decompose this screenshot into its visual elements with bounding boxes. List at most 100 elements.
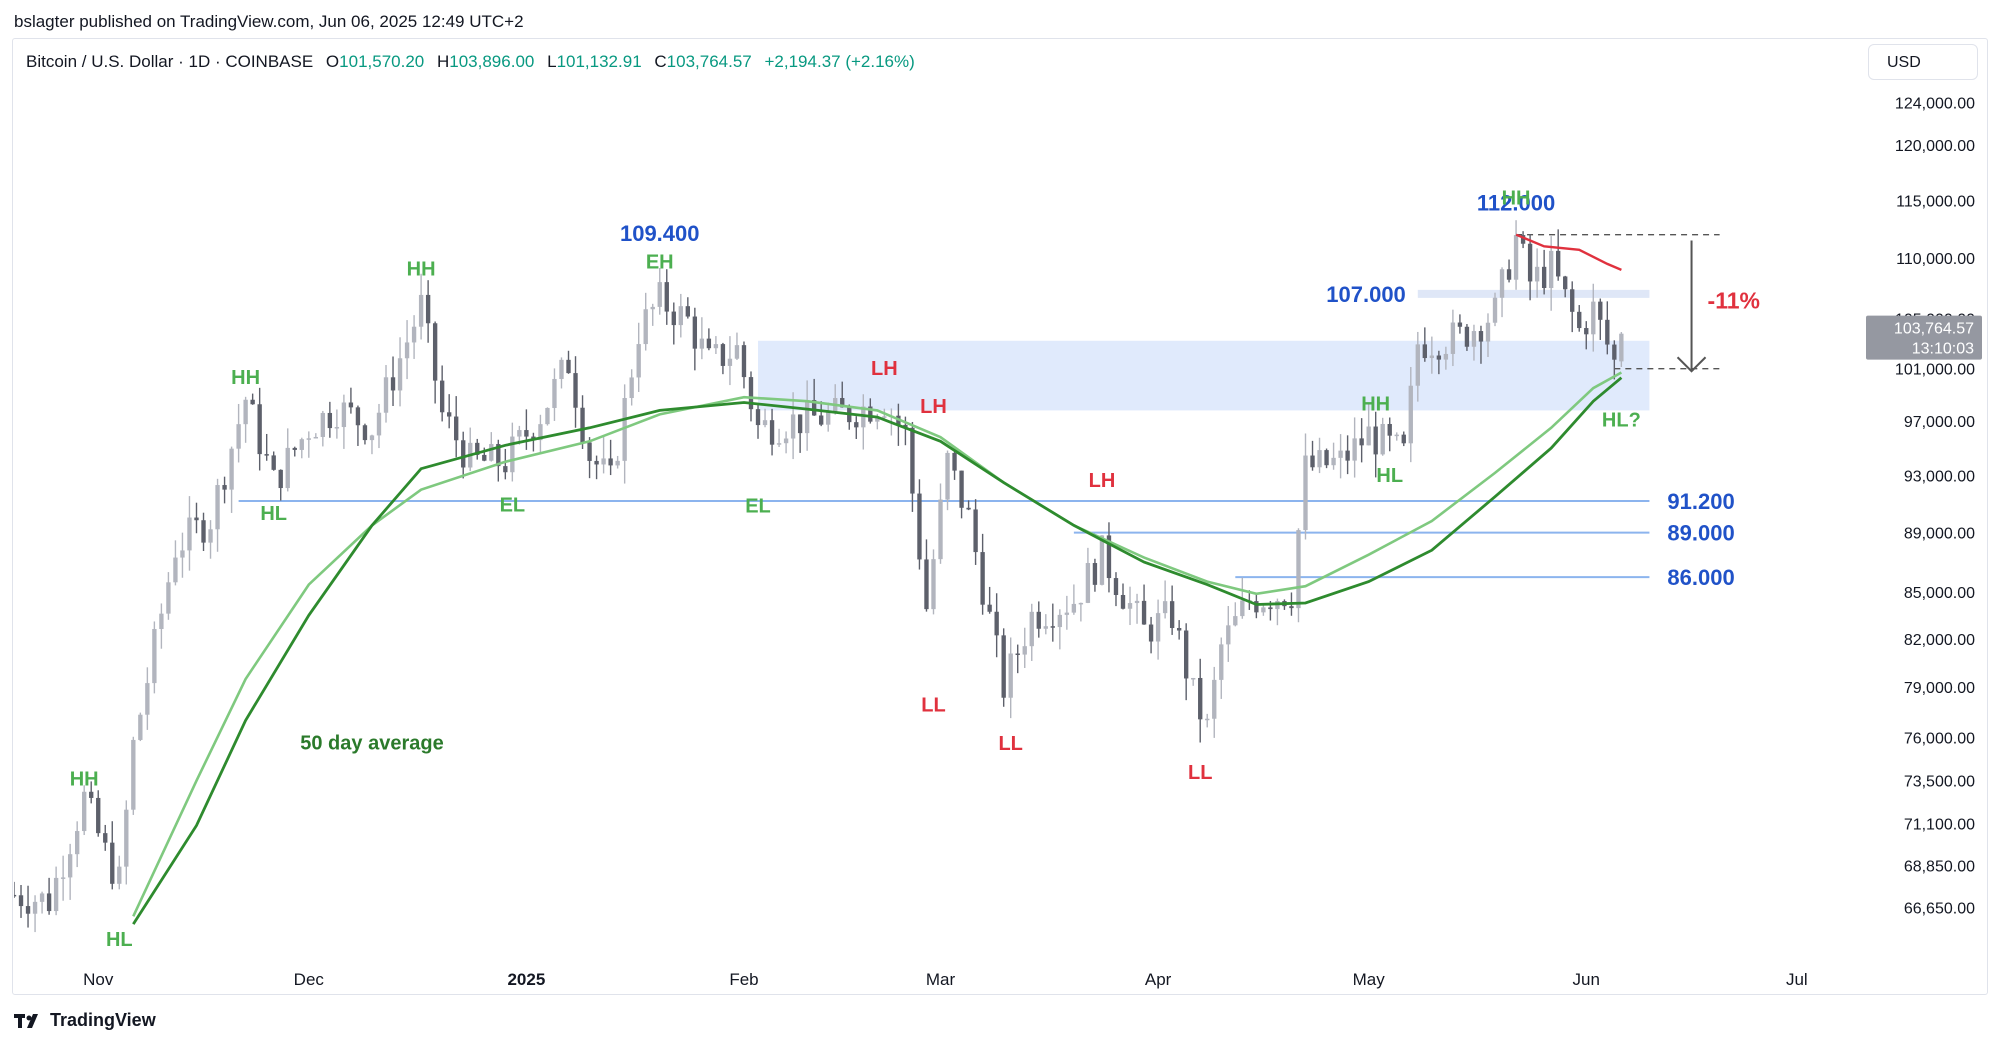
candle-body [938,499,943,560]
candle-body [783,438,789,444]
y-tick-label: 110,000.00 [1896,251,1975,268]
candle-body [510,436,515,473]
candle-body [439,380,445,413]
candle-body [1506,269,1512,280]
candle-body [706,338,712,349]
candle-body [1127,603,1133,609]
candle-body [376,412,382,436]
candle-body [1563,276,1568,290]
candle-body [741,345,747,378]
candle-body [1577,311,1582,329]
candle-body [615,460,620,466]
candle-body [180,550,185,558]
candle-body [482,454,487,461]
chart-frame [12,38,1988,995]
candle-body [840,398,845,408]
low-value: 101,132.91 [556,52,642,71]
candle-body [1359,438,1364,446]
candle-body [861,406,866,428]
candle-body [1612,344,1617,360]
candle-body [1471,331,1477,347]
candle-body [1527,243,1533,282]
candle-body [924,559,929,610]
currency-button[interactable]: USD [1868,44,1978,80]
candle-body [1148,624,1154,642]
candle-body [131,739,136,810]
resistance-label: 107.000 [1326,282,1406,307]
candle-body [461,440,466,468]
candle-body [1078,602,1084,605]
structure-label: LL [998,733,1022,755]
x-tick-label: Feb [729,970,758,989]
structure-label: EL [500,494,526,516]
candle-body [124,809,129,867]
y-tick-label: 97,000.00 [1904,414,1975,431]
candle-body [418,294,424,327]
candle-body [82,791,87,832]
candle-body [664,282,669,312]
candle-body [46,893,52,912]
candle-body [973,509,978,553]
candle-body [1408,385,1413,444]
candle-body [1436,355,1442,360]
candle-body [32,901,38,914]
candle-body [952,452,957,471]
candle-body [980,552,985,605]
candle-body [390,377,396,391]
candle-body [559,359,564,379]
candle-body [201,520,206,543]
y-tick-label: 101,000.00 [1895,362,1975,379]
candle-body [1373,426,1378,455]
price-tag-countdown: 13:10:03 [1912,341,1974,358]
candle-body [1303,455,1308,531]
structure-label: LH [871,358,898,380]
y-tick-label: 115,000.00 [1896,193,1975,210]
candle-body [1057,614,1063,628]
candle-body [1415,344,1420,386]
candle-body [1022,646,1027,655]
red-trend-line [1515,233,1622,272]
candle-body [243,399,248,425]
candle-body [580,407,585,443]
tradingview-footer[interactable]: TradingView [14,1010,156,1031]
candle-body [552,378,557,408]
candles-group [14,220,1624,933]
resistance-band [1417,289,1650,298]
candle-body [671,311,676,326]
candle-body [931,559,936,610]
candle-body [1050,626,1055,628]
candle-body [215,485,220,530]
candle-body [573,373,578,408]
price-tag-value: 103,764.57 [1894,321,1974,338]
candle-body [517,430,522,437]
candle-body [945,452,950,500]
candle-body [524,430,529,437]
candle-body [987,604,992,612]
candle-body [1113,578,1119,595]
candle-body [208,529,213,543]
candle-body [397,358,403,391]
candle-body [250,399,255,405]
tradingview-logo-icon [14,1013,38,1028]
candle-body [1548,250,1554,288]
candle-body [994,611,999,636]
candle-body [96,797,101,834]
open-label: O [325,52,340,71]
candle-body [1394,434,1399,437]
candle-body [1176,628,1182,631]
candle-body [264,454,269,456]
candle-body [89,791,94,798]
candle-body [1387,423,1392,436]
candle-body [1429,355,1435,359]
close-value: 103,764.57 [666,52,752,71]
candle-body [762,420,768,426]
symbol-label[interactable]: Bitcoin / U.S. Dollar · 1D · COINBASE [26,52,314,71]
structure-label: LH [920,396,947,418]
ma-dark-line [132,376,1623,925]
candle-body [1155,613,1161,642]
candle-body [1099,535,1105,585]
candle-body [103,833,108,843]
candle-body [187,517,192,551]
price-chart[interactable]: -11% 91.200 89.000 86.000 107.000 109.400 112.… [0,0,2000,1000]
candle-body [699,338,705,349]
